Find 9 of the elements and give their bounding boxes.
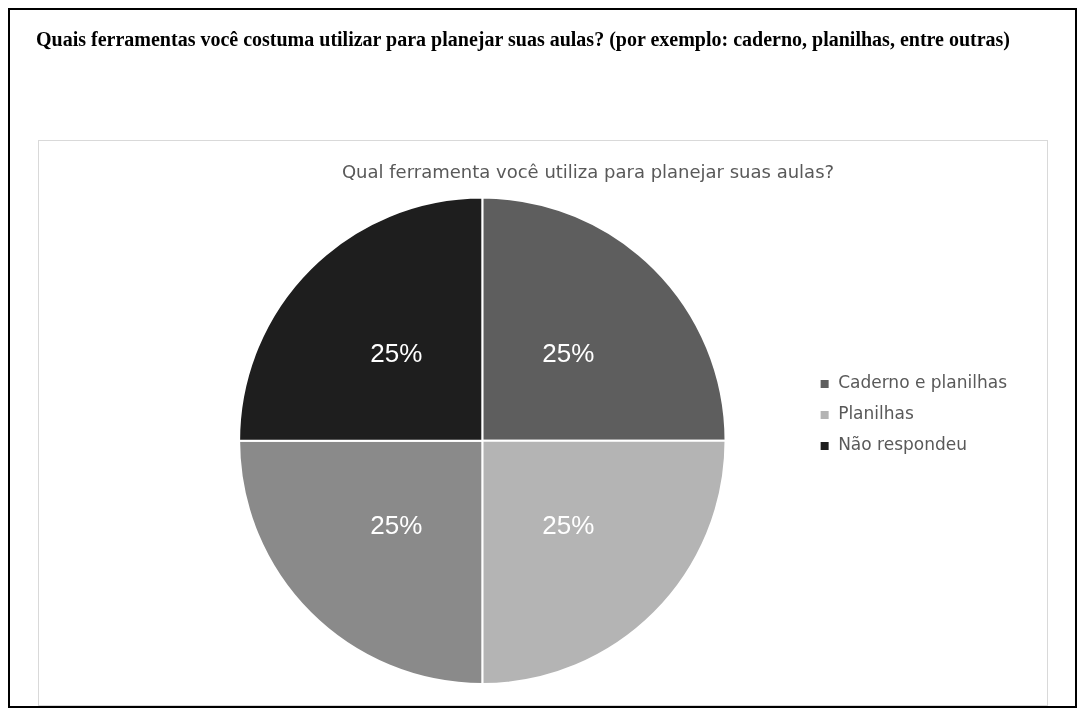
chart-title: Quais ferramentas você costuma utilizar para planejar suas aulas? (por exemplo: caderno, planilhas, entre outras) — [36, 27, 1012, 53]
data-label: 25% — [370, 337, 423, 368]
chart-subtitle: Qual ferramenta você utiliza para planejar suas aulas? — [341, 161, 835, 183]
data-label: 25% — [542, 509, 595, 540]
legend-label: Não respondeu — [838, 434, 967, 455]
data-label: 25% — [370, 509, 423, 540]
legend-label: Planilhas — [838, 403, 914, 424]
legend-label: Caderno e planilhas — [838, 372, 1008, 393]
data-label: 25% — [542, 337, 595, 368]
